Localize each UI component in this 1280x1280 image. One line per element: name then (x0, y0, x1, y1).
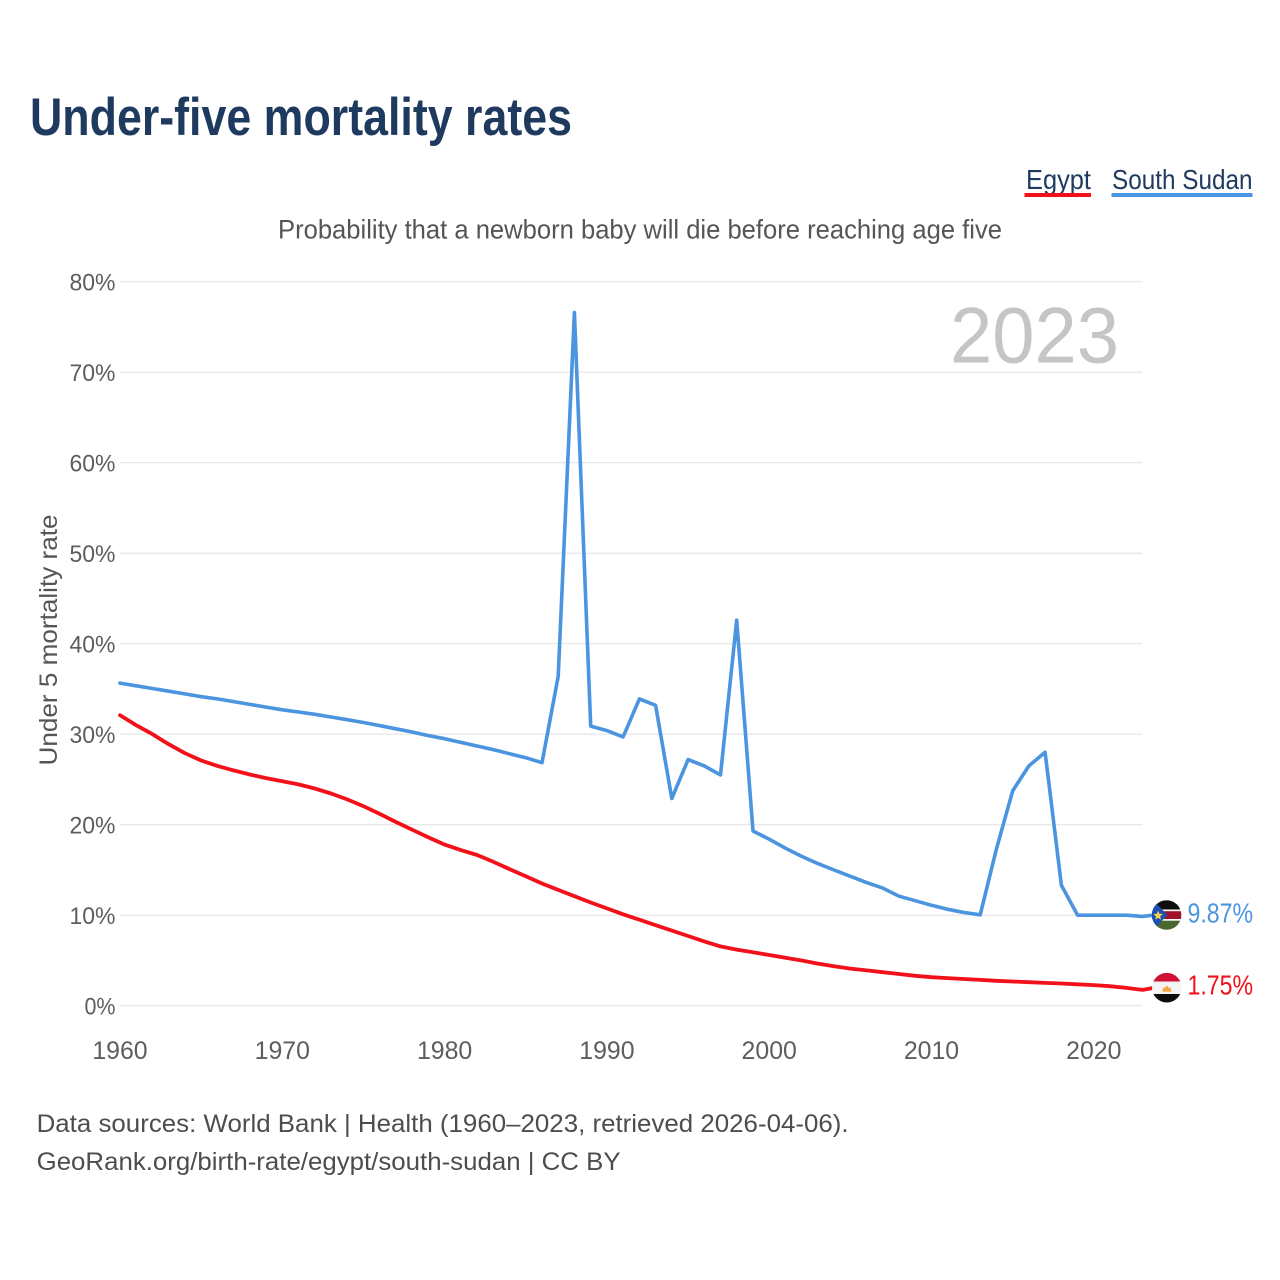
svg-text:1980: 1980 (417, 1037, 472, 1065)
svg-text:Probability that a newborn bab: Probability that a newborn baby will die… (278, 215, 1002, 245)
svg-text:1970: 1970 (255, 1037, 310, 1065)
svg-text:1.75%: 1.75% (1188, 969, 1254, 1000)
svg-text:30%: 30% (70, 722, 116, 749)
svg-text:Egypt: Egypt (1026, 164, 1091, 195)
svg-text:GeoRank.org/birth-rate/egypt/s: GeoRank.org/birth-rate/egypt/south-sudan… (37, 1148, 621, 1176)
svg-text:9.87%: 9.87% (1188, 897, 1254, 928)
svg-text:50%: 50% (70, 541, 116, 568)
svg-text:40%: 40% (70, 631, 116, 658)
svg-text:10%: 10% (70, 903, 116, 930)
svg-text:2020: 2020 (1066, 1037, 1121, 1065)
svg-text:0%: 0% (85, 993, 116, 1020)
svg-text:Under 5 mortality rate: Under 5 mortality rate (35, 515, 63, 766)
svg-text:20%: 20% (70, 812, 116, 839)
svg-text:South Sudan: South Sudan (1112, 164, 1253, 195)
svg-text:1960: 1960 (92, 1037, 147, 1065)
svg-text:Data sources: World Bank | Hea: Data sources: World Bank | Health (1960–… (37, 1110, 849, 1138)
svg-text:Under-five mortality rates: Under-five mortality rates (30, 88, 572, 147)
svg-text:2000: 2000 (742, 1037, 797, 1065)
svg-text:60%: 60% (70, 450, 116, 477)
svg-text:70%: 70% (70, 360, 116, 387)
svg-text:2010: 2010 (904, 1037, 959, 1065)
svg-text:1990: 1990 (579, 1037, 634, 1065)
svg-text:2023: 2023 (950, 290, 1119, 379)
svg-text:80%: 80% (70, 269, 116, 296)
